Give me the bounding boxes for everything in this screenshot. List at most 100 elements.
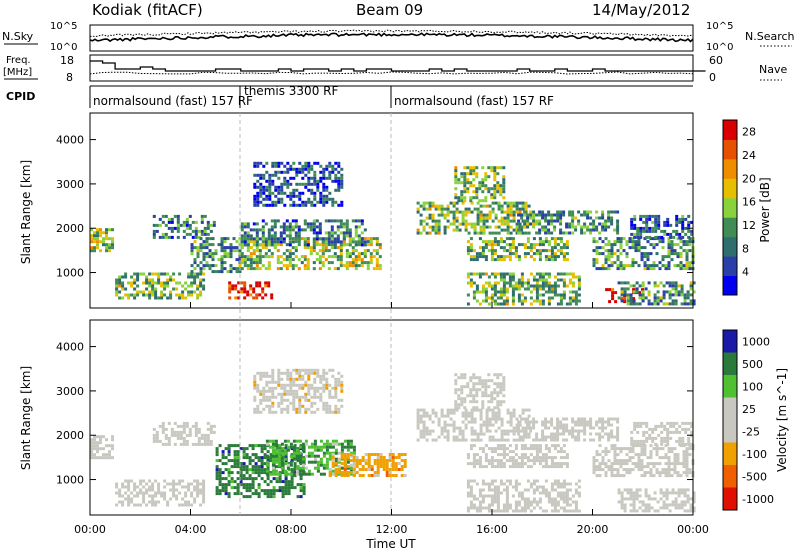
power-cell — [574, 225, 578, 229]
velocity-cell — [491, 417, 495, 421]
velocity-cell — [464, 423, 468, 427]
power-cell — [434, 204, 438, 208]
power-cell — [499, 190, 503, 194]
power-cell — [276, 243, 280, 247]
power-cell — [258, 237, 262, 241]
velocity-cell — [257, 474, 261, 478]
velocity-cell — [625, 468, 629, 472]
power-cell — [634, 240, 638, 244]
power-cell — [571, 222, 575, 226]
power-cell — [190, 246, 194, 250]
velocity-cell — [304, 454, 308, 458]
power-cell — [226, 255, 230, 259]
velocity-cell — [577, 479, 581, 483]
power-cell — [535, 219, 539, 223]
power-cell — [535, 252, 539, 256]
power-cell — [620, 299, 624, 303]
power-cell — [490, 296, 494, 300]
power-cell — [505, 249, 509, 253]
velocity-cell — [310, 451, 314, 455]
power-cell — [577, 293, 581, 297]
power-cell — [475, 287, 479, 291]
power-cell — [595, 240, 599, 244]
power-cell — [164, 235, 168, 239]
power-cell — [93, 234, 96, 238]
power-cell — [658, 240, 662, 244]
power-cell — [259, 185, 263, 189]
power-cell — [461, 222, 465, 226]
velocity-cell — [304, 380, 308, 384]
velocity-cell — [260, 459, 264, 463]
velocity-cell — [475, 459, 479, 463]
velocity-cell — [301, 466, 305, 470]
power-cell — [172, 287, 176, 291]
velocity-cell — [127, 479, 131, 483]
power-cell — [610, 246, 614, 250]
velocity-cell — [328, 442, 332, 446]
velocity-cell — [230, 465, 234, 469]
velocity-cell — [111, 456, 114, 460]
velocity-cell — [466, 479, 470, 483]
power-cell — [502, 249, 506, 253]
power-cell — [493, 240, 497, 244]
velocity-cell — [142, 491, 146, 495]
velocity-cell — [517, 432, 521, 436]
power-cell — [321, 237, 325, 241]
velocity-cell — [574, 488, 578, 492]
power-cell — [524, 204, 528, 208]
velocity-cell — [105, 438, 108, 442]
power-cell — [142, 293, 146, 297]
freq-unit: [MHz] — [3, 67, 32, 78]
velocity-cell — [631, 447, 635, 451]
velocity-cell — [645, 436, 649, 440]
power-cell — [626, 287, 630, 291]
velocity-cell — [687, 442, 691, 446]
velocity-cell — [269, 480, 273, 484]
velocity-cell — [623, 488, 627, 492]
velocity-cell — [422, 408, 426, 412]
power-cell — [261, 237, 265, 241]
velocity-cell — [295, 368, 299, 372]
velocity-cell — [493, 382, 497, 386]
velocity-cell — [310, 368, 314, 372]
velocity-cell — [130, 500, 134, 504]
power-cell — [458, 228, 462, 232]
velocity-cell — [257, 495, 261, 499]
velocity-cell — [490, 500, 494, 504]
velocity-cell — [526, 456, 530, 460]
power-cell — [315, 234, 319, 238]
power-cell — [559, 272, 563, 276]
velocity-cell — [493, 406, 497, 410]
power-cell — [258, 243, 262, 247]
velocity-cell — [391, 453, 395, 456]
power-cell — [282, 240, 286, 244]
power-cell — [315, 237, 319, 241]
power-cell — [553, 293, 557, 297]
power-cell — [511, 290, 515, 294]
power-cell — [157, 281, 161, 285]
velocity-cell — [290, 483, 294, 487]
velocity-cell — [298, 410, 302, 414]
velocity-cell — [503, 438, 507, 442]
velocity-cell — [544, 479, 548, 483]
velocity-cell — [589, 432, 593, 436]
velocity-cell — [449, 411, 453, 415]
power-cell — [485, 225, 489, 229]
power-cell — [228, 296, 232, 300]
velocity-cell — [166, 503, 170, 507]
velocity-cell — [487, 494, 491, 498]
power-cell — [157, 278, 161, 282]
power-cell — [292, 203, 296, 207]
power-cell — [145, 278, 149, 282]
power-cell — [360, 258, 364, 262]
velocity-cell — [256, 386, 260, 390]
velocity-cell — [284, 489, 288, 493]
velocity-cell — [487, 400, 491, 404]
power-cell — [607, 252, 611, 256]
power-cell — [324, 231, 328, 235]
power-cell — [502, 181, 506, 185]
velocity-cell — [266, 459, 270, 463]
velocity-cell — [470, 429, 474, 433]
velocity-cell — [559, 450, 563, 454]
power-cell — [472, 190, 476, 194]
